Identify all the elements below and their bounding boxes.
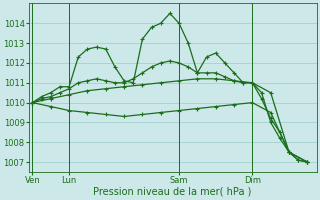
X-axis label: Pression niveau de la mer( hPa ): Pression niveau de la mer( hPa ) xyxy=(93,187,252,197)
